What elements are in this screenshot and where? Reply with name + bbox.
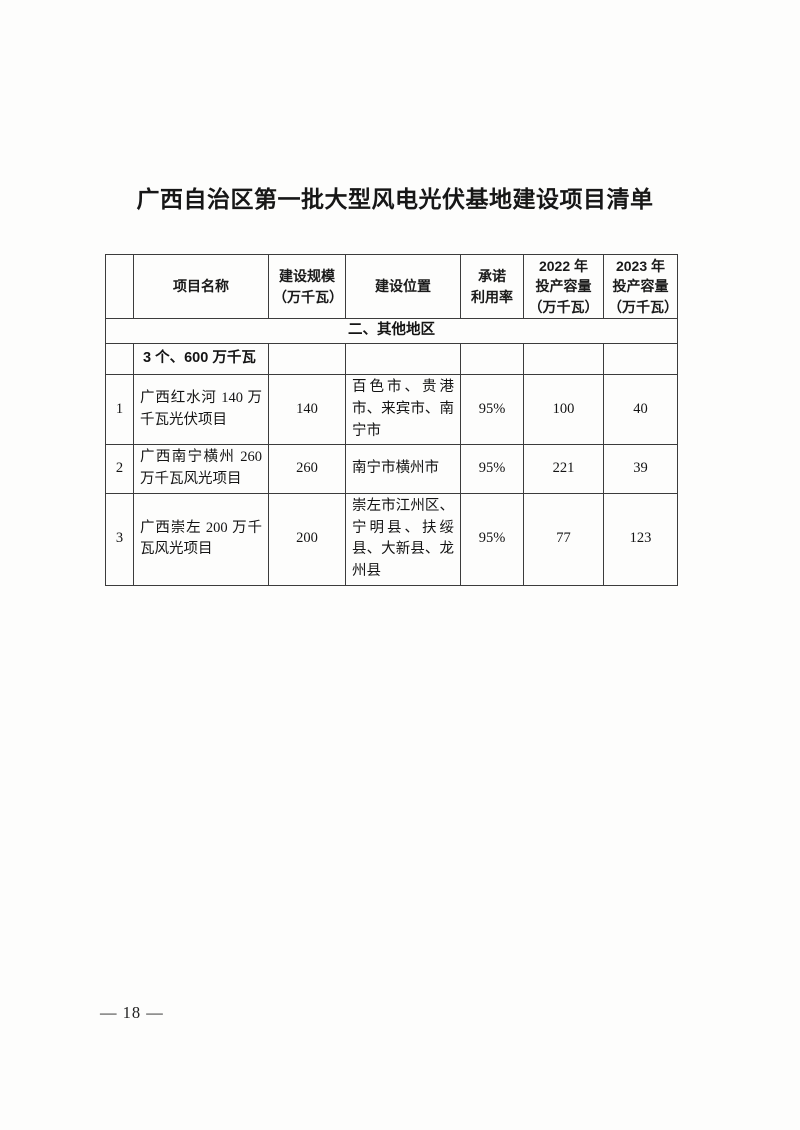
table-header-row: 项目名称 建设规模 （万千瓦） 建设位置 承诺 利用率 2022 年 投产容量 … [105, 254, 678, 319]
page-number: — 18 — [100, 1003, 164, 1022]
project-name: 广西崇左 200 万千瓦风光项目 [133, 492, 269, 586]
row-number: 3 [105, 492, 134, 586]
promised-utilization: 95% [460, 373, 524, 446]
project-name: 广西南宁横州 260 万千瓦风光项目 [133, 444, 269, 494]
header-promised-utilization: 承诺 利用率 [460, 254, 524, 319]
header-project-name: 项目名称 [133, 254, 269, 319]
capacity-2022: 77 [523, 492, 604, 586]
construction-location: 百色市、贵港市、来宾市、南宁市 [345, 373, 461, 446]
capacity-2023: 39 [603, 444, 678, 494]
summary-empty-scale [268, 343, 346, 375]
construction-scale: 140 [268, 373, 346, 446]
capacity-2022: 221 [523, 444, 604, 494]
construction-scale: 200 [268, 492, 346, 586]
header-capacity-2023: 2023 年 投产容量 （万千瓦） [603, 254, 678, 319]
construction-scale: 260 [268, 444, 346, 494]
header-construction-scale: 建设规模 （万千瓦） [268, 254, 346, 319]
capacity-2023: 40 [603, 373, 678, 446]
project-name: 广西红水河 140 万千瓦光伏项目 [133, 373, 269, 446]
summary-empty-2023 [603, 343, 678, 375]
section-label: 二、其他地区 [105, 318, 678, 344]
table-row: 3 广西崇左 200 万千瓦风光项目 200 崇左市江州区、宁明县、扶绥县、大新… [105, 492, 678, 586]
capacity-2022: 100 [523, 373, 604, 446]
project-list-table: 项目名称 建设规模 （万千瓦） 建设位置 承诺 利用率 2022 年 投产容量 … [105, 254, 678, 586]
promised-utilization: 95% [460, 444, 524, 494]
section-row-other-regions: 二、其他地区 [105, 318, 678, 344]
summary-empty-rate [460, 343, 524, 375]
capacity-2023: 123 [603, 492, 678, 586]
construction-location: 崇左市江州区、宁明县、扶绥县、大新县、龙州县 [345, 492, 461, 586]
summary-row: 3 个、600 万千瓦 [105, 343, 678, 375]
row-number: 1 [105, 373, 134, 446]
table-row: 2 广西南宁横州 260 万千瓦风光项目 260 南宁市横州市 95% 221 … [105, 444, 678, 494]
summary-empty-2022 [523, 343, 604, 375]
promised-utilization: 95% [460, 492, 524, 586]
page-title: 广西自治区第一批大型风电光伏基地建设项目清单 [136, 186, 654, 212]
row-number: 2 [105, 444, 134, 494]
construction-location: 南宁市横州市 [345, 444, 461, 494]
summary-index-cell [105, 343, 134, 375]
summary-label: 3 个、600 万千瓦 [133, 343, 269, 375]
summary-empty-location [345, 343, 461, 375]
table-row: 1 广西红水河 140 万千瓦光伏项目 140 百色市、贵港市、来宾市、南宁市 … [105, 373, 678, 446]
header-capacity-2022: 2022 年 投产容量 （万千瓦） [523, 254, 604, 319]
header-index [105, 254, 134, 319]
header-construction-location: 建设位置 [345, 254, 461, 319]
